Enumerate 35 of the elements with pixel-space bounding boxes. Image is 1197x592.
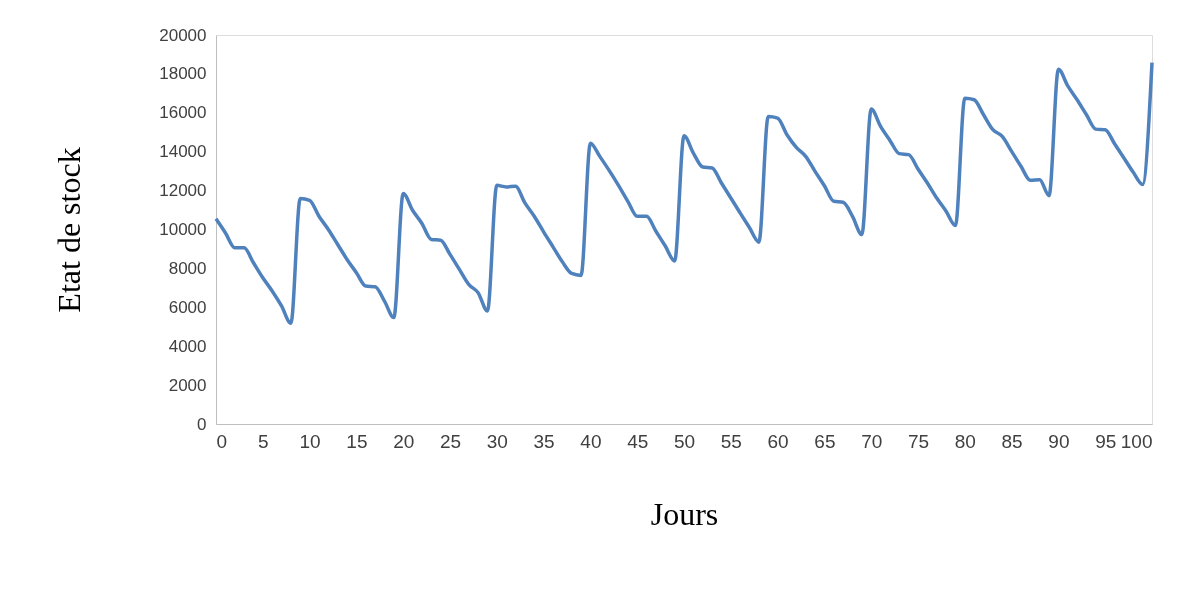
x-tick-label: 85	[1001, 430, 1023, 452]
y-tick-label: 10000	[159, 220, 207, 239]
x-tick-label: 55	[720, 430, 742, 452]
y-tick-label: 16000	[159, 103, 207, 123]
y-tick-label: 18000	[159, 64, 207, 84]
line-series	[214, 60, 1154, 325]
y-tick-label: 14000	[159, 142, 207, 162]
x-tick-label: 95	[1095, 430, 1117, 452]
x-tick-label: 45	[627, 430, 649, 452]
x-tick-label: 40	[580, 430, 602, 452]
x-tick-label: 90	[1048, 430, 1070, 452]
x-tick-label: 75	[907, 430, 930, 452]
y-tick-label: 8000	[168, 258, 207, 278]
x-tick-label: 10	[299, 430, 321, 452]
x-tick-label: 25	[439, 430, 462, 452]
x-tick-label: 80	[954, 430, 976, 452]
y-tick-label: 12000	[159, 181, 207, 201]
x-tick-label: 20	[393, 430, 415, 452]
x-tick-label: 60	[767, 430, 789, 452]
x-tick-label: 70	[861, 430, 883, 452]
y-tick-label: 2000	[168, 375, 207, 395]
x-tick-label: 35	[533, 430, 555, 452]
x-tick-label: 65	[814, 430, 836, 452]
y-axis-title: Etat de stock	[51, 147, 88, 313]
y-tick-label: 20000	[159, 25, 207, 45]
x-tick-label: 30	[486, 430, 508, 452]
y-tick-label: 0	[197, 414, 207, 434]
x-tick-label: 100	[1120, 430, 1153, 452]
x-tick-label: 50	[673, 430, 696, 452]
x-tick-label: 15	[346, 430, 368, 452]
y-tick-label: 6000	[168, 297, 207, 317]
x-tick-label: 5	[258, 430, 269, 452]
x-axis-title: Jours	[650, 495, 719, 532]
y-tick-label: 4000	[168, 336, 207, 356]
x-tick-label: 0	[216, 430, 228, 452]
